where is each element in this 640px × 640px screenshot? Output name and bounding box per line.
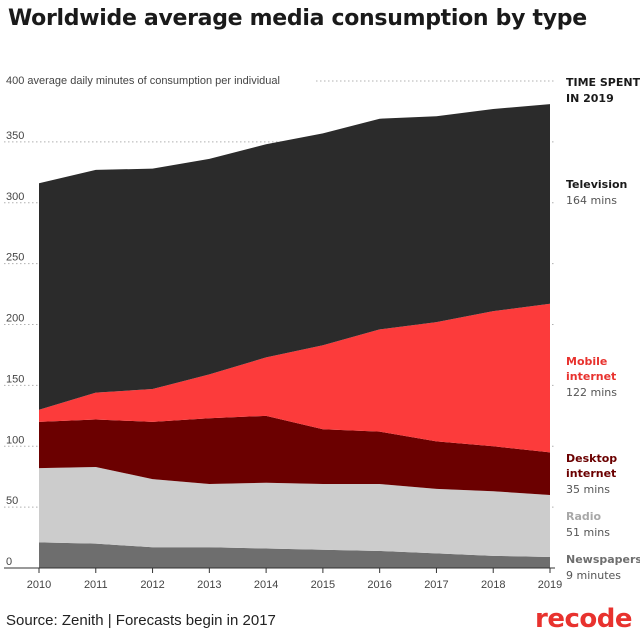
area-series — [4, 104, 555, 569]
area-desktop_internet — [39, 415, 550, 495]
x-tick-label-2011: 2011 — [84, 579, 108, 591]
y-tick-label-250: 250 — [6, 252, 24, 264]
legend-name-mobile_internet-line1: Mobile — [566, 355, 607, 368]
y-tick-label-150: 150 — [6, 373, 24, 385]
y-tick-label-200: 200 — [6, 313, 24, 325]
y-axis-label: 400 average daily minutes of consumption… — [6, 75, 280, 87]
source-note: Source: Zenith | Forecasts begin in 2017 — [6, 612, 276, 629]
x-tick-label-2016: 2016 — [367, 579, 391, 591]
area-radio — [39, 466, 550, 558]
legend-value-newspapers: 9 minutes — [566, 569, 621, 582]
y-axis-label-bg — [4, 72, 316, 88]
x-tick-label-2017: 2017 — [424, 579, 448, 591]
y-tick-label-350: 350 — [6, 130, 24, 142]
legend-name-desktop_internet-line1: Desktop — [566, 452, 617, 465]
legend-value-mobile_internet: 122 mins — [566, 386, 617, 399]
x-tick-label-2018: 2018 — [481, 579, 505, 591]
y-tick-label-100: 100 — [6, 434, 24, 446]
x-tick-label-2015: 2015 — [311, 579, 335, 591]
x-tick-label-2019: 2019 — [538, 579, 562, 591]
legend-name-desktop_internet-line2: internet — [566, 467, 616, 480]
area-television — [39, 104, 550, 410]
legend-name-newspapers: Newspapers — [566, 553, 640, 566]
x-tick-label-2010: 2010 — [27, 579, 51, 591]
legend-value-radio: 51 mins — [566, 526, 610, 539]
legend-name-radio: Radio — [566, 510, 602, 523]
legend-value-desktop_internet: 35 mins — [566, 483, 610, 496]
legend-value-television: 164 mins — [566, 194, 617, 207]
y-tick-label-0: 0 — [6, 556, 12, 568]
area-mobile_internet — [39, 303, 550, 453]
x-tick-label-2013: 2013 — [197, 579, 221, 591]
x-tick-label-2012: 2012 — [140, 579, 164, 591]
x-tick-label-2014: 2014 — [254, 579, 278, 591]
legend-title-line1: TIME SPENT — [566, 76, 640, 89]
chart-title: Worldwide average media consumption by t… — [8, 6, 587, 31]
legend-name-television: Television — [566, 178, 627, 191]
y-tick-label-50: 50 — [6, 495, 18, 507]
y-axis: 0 50 100 150 200 250 300 350 400 average daily m… — [4, 72, 316, 568]
brand-logo: recode — [535, 604, 632, 634]
area-newspapers — [39, 542, 550, 568]
y-tick-label-300: 300 — [6, 191, 24, 203]
x-axis: 2010 2011 2012 2013 2014 2015 2016 2017 2018 2019 — [27, 568, 562, 591]
legend-title-line2: IN 2019 — [566, 92, 614, 105]
legend-name-mobile_internet-line2: internet — [566, 370, 616, 383]
legend: TIME SPENT IN 2019 Newspapers 9 minutes Radi… — [566, 76, 640, 582]
